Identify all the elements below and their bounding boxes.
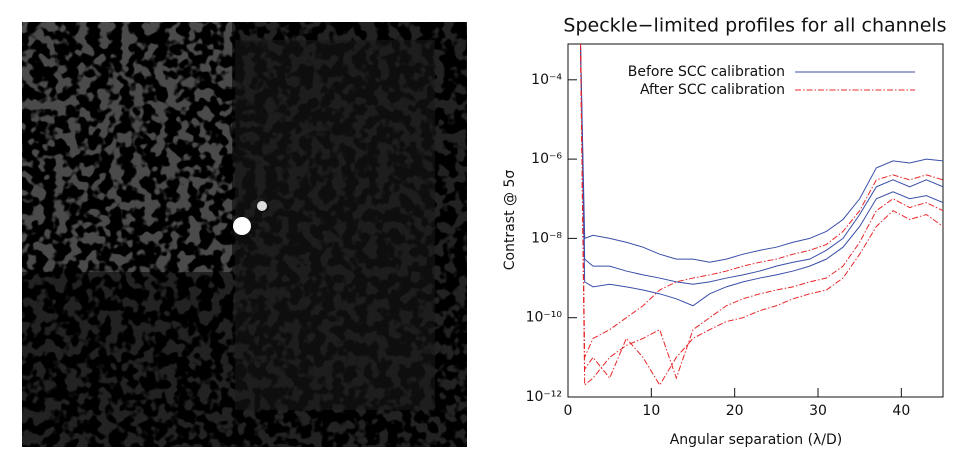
x-tick-label: 30 bbox=[809, 403, 827, 419]
profile-line bbox=[580, 44, 943, 307]
legend-label: Before SCC calibration bbox=[628, 64, 785, 80]
y-tick-label: 10⁻⁴ bbox=[531, 72, 562, 88]
x-axis-label: Angular separation (λ/D) bbox=[670, 432, 843, 448]
profile-line bbox=[580, 44, 943, 387]
speckle-image bbox=[22, 22, 467, 447]
profile-line bbox=[580, 44, 943, 285]
plot-area bbox=[580, 44, 943, 387]
x-tick-label: 0 bbox=[564, 403, 573, 419]
x-tick-label: 40 bbox=[892, 403, 910, 419]
y-tick-label: 10⁻⁸ bbox=[531, 230, 562, 246]
y-axis-label: Contrast @ 5σ bbox=[502, 170, 518, 271]
chart-title: Speckle−limited profiles for all channel… bbox=[563, 15, 946, 37]
legend-label: After SCC calibration bbox=[640, 82, 785, 98]
profile-line bbox=[580, 44, 943, 263]
y-tick-label: 10⁻¹² bbox=[526, 389, 562, 405]
x-tick-label: 10 bbox=[642, 403, 660, 419]
y-tick-label: 10⁻⁶ bbox=[531, 151, 562, 167]
plot-frame bbox=[567, 43, 944, 398]
profile-line bbox=[580, 44, 943, 358]
x-tick-label: 20 bbox=[726, 403, 744, 419]
y-tick-label: 10⁻¹⁰ bbox=[526, 310, 563, 326]
profile-line bbox=[580, 44, 943, 387]
